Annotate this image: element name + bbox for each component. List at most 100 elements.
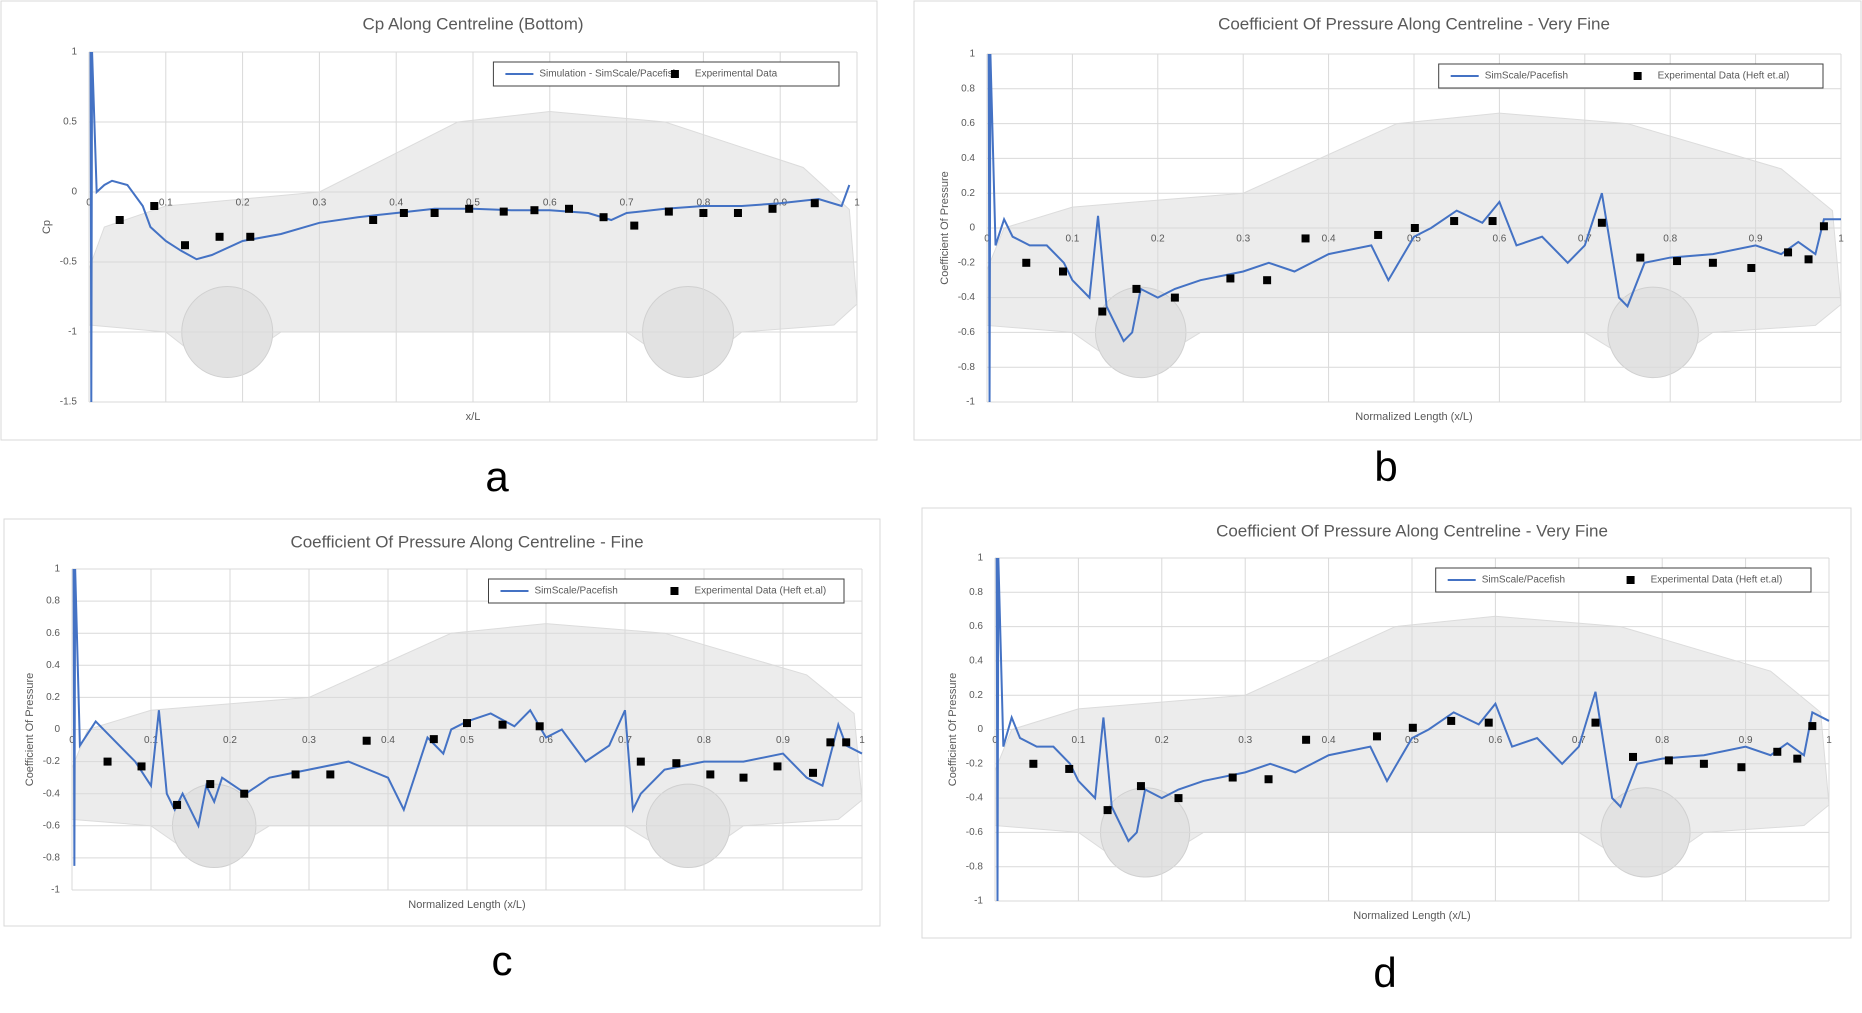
data-point (565, 204, 573, 213)
data-point (137, 762, 146, 771)
data-point (1773, 747, 1782, 756)
chart-title: Coefficient Of Pressure Along Centreline… (1216, 521, 1608, 540)
legend-box (492, 61, 840, 87)
x-tick-label: 0.3 (1236, 234, 1250, 245)
x-tick-label: 0 (992, 735, 998, 746)
x-tick-label: 0.8 (1663, 234, 1677, 245)
data-point (1059, 267, 1068, 276)
data-point (1819, 222, 1828, 231)
data-point (1747, 264, 1756, 273)
legend-label: SimScale/Pacefish (1485, 71, 1568, 82)
data-point (1132, 284, 1141, 293)
data-point (103, 757, 112, 766)
y-axis-title: Coefficient Of Pressure (24, 673, 36, 787)
series-line (987, 53, 1841, 403)
x-tick-label: 0.5 (460, 735, 474, 746)
x-tick-label: 0.6 (543, 198, 557, 209)
legend-swatch (1633, 72, 1642, 80)
legend-label: SimScale/Pacefish (1482, 575, 1565, 586)
x-tick-label: 1 (1838, 234, 1844, 245)
data-point (429, 735, 438, 744)
y-tick-label: -1 (51, 885, 60, 896)
x-tick-label: 0.8 (697, 735, 711, 746)
legend-label: Experimental Data (Heft et.al) (1658, 71, 1790, 82)
data-point (826, 738, 835, 747)
y-tick-label: 1 (54, 564, 60, 575)
data-point (1636, 253, 1645, 262)
y-tick-label: -0.4 (43, 788, 61, 799)
data-point (1374, 230, 1383, 239)
panel-letter: c (492, 937, 513, 984)
data-point (399, 209, 408, 217)
x-tick-label: 0.7 (1572, 735, 1586, 746)
data-point (150, 202, 159, 210)
legend-label: Experimental Data (695, 69, 778, 80)
data-point (1488, 217, 1497, 226)
chart-panel: 0 0.1 0.2 0.3 0.4 0.5 0.6 0.7 0.8 0.9 1 -1 -0.8 -0.6 -… (921, 507, 1852, 996)
data-point (1450, 217, 1459, 226)
data-point (809, 768, 818, 777)
data-point (599, 213, 608, 222)
x-tick-label: 0.1 (144, 735, 158, 746)
x-tick-label: 0.9 (776, 735, 790, 746)
y-tick-label: -0.4 (958, 292, 976, 303)
data-point (1808, 722, 1817, 731)
y-tick-label: -1 (974, 896, 983, 907)
x-tick-label: 0.3 (1238, 735, 1252, 746)
data-point (1673, 257, 1682, 266)
data-point (1022, 258, 1031, 267)
data-point (1793, 754, 1802, 763)
x-tick-label: 0.8 (1655, 735, 1669, 746)
y-tick-label: -0.2 (958, 257, 976, 268)
chart-title: Coefficient Of Pressure Along Centreline… (290, 532, 643, 551)
legend-label: SimScale/Pacefish (535, 586, 618, 597)
y-tick-label: 0.5 (63, 117, 77, 128)
data-point (246, 232, 255, 241)
x-tick-label: 0.2 (1155, 735, 1169, 746)
chart-panel: 0 0.1 0.2 0.3 0.4 0.5 0.6 0.7 0.8 0.9 1 -1 -0.8 -0.6 -… (913, 0, 1862, 490)
y-tick-label: -0.6 (43, 820, 61, 831)
data-point (1065, 764, 1074, 773)
data-point (215, 232, 224, 241)
y-axis-title: Cp (41, 220, 53, 234)
y-tick-label: 0.6 (961, 118, 975, 129)
data-point (1629, 752, 1638, 761)
data-point (535, 722, 544, 731)
chart-panel: 0 0.1 0.2 0.3 0.4 0.5 0.6 0.7 0.8 0.9 1 -1 -0.8 -0.6 -… (3, 518, 881, 984)
y-tick-label: -0.6 (966, 827, 984, 838)
data-point (463, 719, 471, 728)
x-tick-label: 0.6 (539, 735, 553, 746)
data-point (699, 209, 708, 217)
data-point (1029, 759, 1038, 768)
series-line (89, 51, 851, 403)
data-point (181, 241, 189, 250)
x-tick-label: 0.5 (1407, 234, 1421, 245)
y-tick-label: 0.2 (961, 188, 975, 199)
data-point (465, 204, 474, 213)
data-point (1784, 248, 1793, 257)
data-point (1103, 806, 1112, 815)
y-tick-label: -0.2 (43, 756, 61, 767)
x-tick-label: 0.8 (696, 198, 710, 209)
y-tick-label: -0.8 (966, 861, 984, 872)
data-point (1484, 718, 1493, 727)
data-point (530, 206, 539, 215)
data-point (1174, 794, 1183, 803)
x-tick-label: 0.6 (1488, 735, 1502, 746)
data-point (664, 207, 673, 216)
series-line (72, 568, 863, 866)
data-point (1263, 276, 1272, 285)
x-tick-label: 0.4 (381, 735, 395, 746)
y-tick-label: 0.8 (46, 596, 60, 607)
x-tick-label: 0.7 (620, 198, 634, 209)
y-tick-label: -0.8 (43, 853, 61, 864)
data-point (1447, 716, 1456, 725)
data-point (1737, 763, 1746, 772)
data-point (773, 762, 782, 771)
x-axis-title: Normalized Length (x/L) (408, 899, 525, 911)
data-point (1098, 307, 1107, 316)
y-tick-label: 0 (54, 724, 60, 735)
panel-letter: d (1373, 949, 1396, 996)
data-point (706, 770, 715, 779)
data-point (1410, 224, 1419, 232)
